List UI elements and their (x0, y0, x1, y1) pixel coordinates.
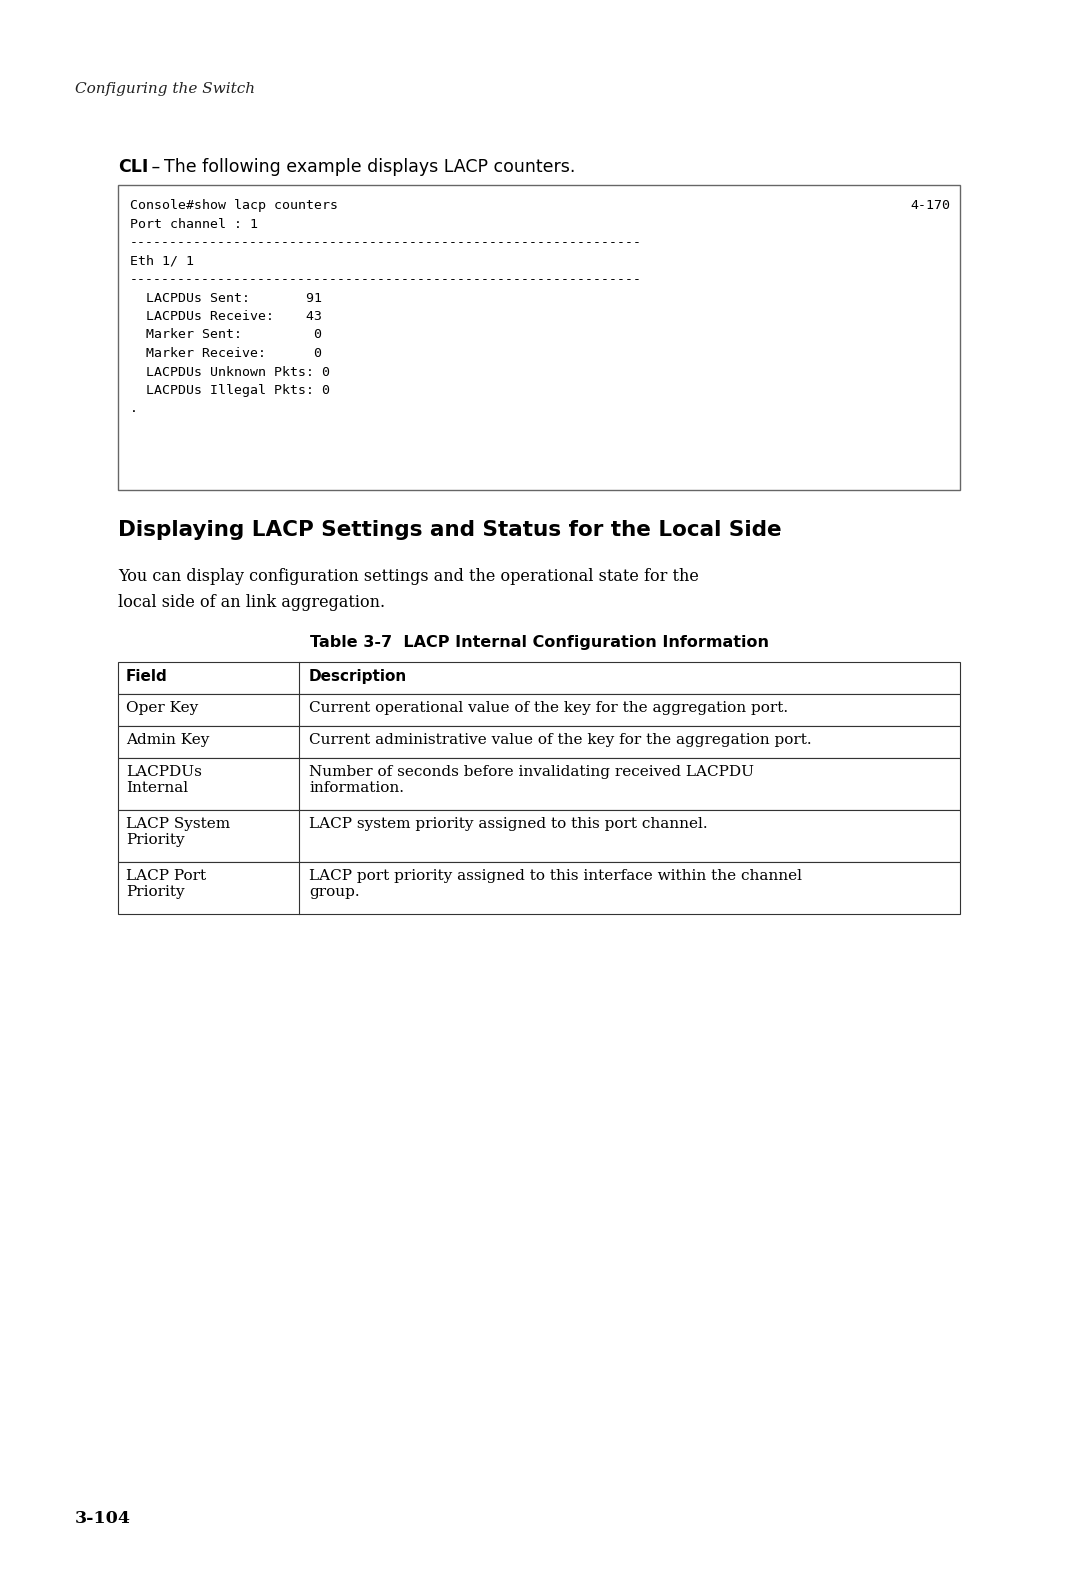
Text: Console#show lacp counters: Console#show lacp counters (130, 199, 338, 212)
Text: Port channel : 1: Port channel : 1 (130, 218, 258, 231)
Text: The following example displays LACP counters.: The following example displays LACP coun… (164, 159, 576, 176)
Text: LACPDUs
Internal: LACPDUs Internal (126, 765, 202, 794)
Text: LACP System
Priority: LACP System Priority (126, 816, 230, 848)
Text: Number of seconds before invalidating received LACPDU
information.: Number of seconds before invalidating re… (309, 765, 754, 794)
Text: Configuring the Switch: Configuring the Switch (75, 82, 255, 96)
Text: local side of an link aggregation.: local side of an link aggregation. (118, 593, 386, 611)
Text: Field: Field (126, 669, 167, 685)
Text: ----------------------------------------------------------------: ----------------------------------------… (130, 236, 642, 250)
Text: LACPDUs Unknown Pkts: 0: LACPDUs Unknown Pkts: 0 (130, 366, 330, 378)
Bar (118, 862, 960, 914)
Text: 4-170: 4-170 (910, 199, 950, 212)
Text: Admin Key: Admin Key (126, 733, 210, 747)
Text: LACP port priority assigned to this interface within the channel
group.: LACP port priority assigned to this inte… (309, 870, 802, 900)
Bar (118, 663, 960, 694)
Text: Description: Description (309, 669, 407, 685)
Text: Eth 1/ 1: Eth 1/ 1 (130, 254, 194, 267)
Text: .: . (130, 402, 138, 416)
Text: Marker Receive:      0: Marker Receive: 0 (130, 347, 322, 360)
Text: LACPDUs Sent:       91: LACPDUs Sent: 91 (130, 292, 322, 305)
Bar (118, 725, 960, 758)
Text: 3-104: 3-104 (75, 1510, 131, 1528)
Bar (118, 185, 960, 490)
Text: LACP Port
Priority: LACP Port Priority (126, 870, 206, 900)
Text: Current administrative value of the key for the aggregation port.: Current administrative value of the key … (309, 733, 812, 747)
Text: Oper Key: Oper Key (126, 700, 199, 714)
Text: You can display configuration settings and the operational state for the: You can display configuration settings a… (118, 568, 699, 586)
Text: Marker Sent:         0: Marker Sent: 0 (130, 328, 322, 342)
Text: Current operational value of the key for the aggregation port.: Current operational value of the key for… (309, 700, 788, 714)
Text: Displaying LACP Settings and Status for the Local Side: Displaying LACP Settings and Status for … (118, 520, 782, 540)
Text: CLI: CLI (118, 159, 148, 176)
Text: LACPDUs Receive:    43: LACPDUs Receive: 43 (130, 309, 322, 323)
Text: –: – (146, 159, 165, 176)
Text: ----------------------------------------------------------------: ----------------------------------------… (130, 273, 642, 286)
Bar (118, 810, 960, 862)
Text: LACPDUs Illegal Pkts: 0: LACPDUs Illegal Pkts: 0 (130, 385, 330, 397)
Bar (118, 694, 960, 725)
Text: LACP system priority assigned to this port channel.: LACP system priority assigned to this po… (309, 816, 707, 831)
Text: Table 3-7  LACP Internal Configuration Information: Table 3-7 LACP Internal Configuration In… (311, 634, 769, 650)
Bar (118, 758, 960, 810)
